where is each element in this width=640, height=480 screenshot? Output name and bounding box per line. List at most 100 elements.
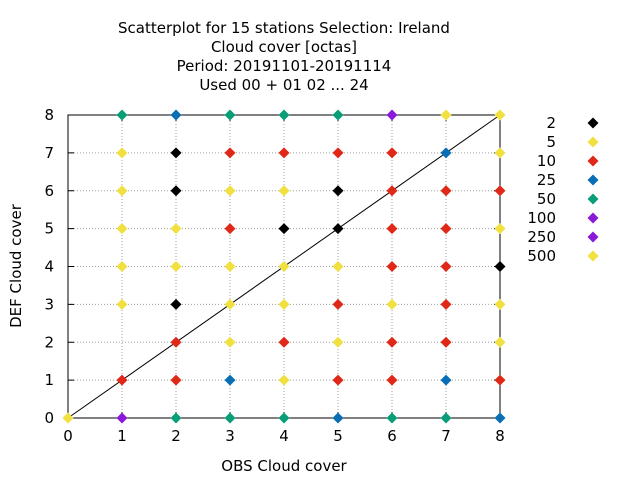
x-tick-label: 0	[63, 427, 73, 445]
data-point	[386, 223, 398, 235]
data-point	[224, 147, 236, 159]
legend-label: 25	[537, 171, 556, 189]
legend-marker	[587, 212, 599, 224]
grid	[68, 115, 500, 418]
data-point	[440, 412, 452, 424]
chart-title-line-3: Period: 20191101-20191114	[177, 57, 392, 75]
x-tick-label: 5	[333, 427, 343, 445]
data-point	[224, 336, 236, 348]
legend-label: 250	[527, 228, 556, 246]
legend-label: 100	[527, 209, 556, 227]
data-point	[278, 185, 290, 197]
y-axis-label: DEF Cloud cover	[7, 203, 25, 328]
y-tick-label: 1	[44, 371, 54, 389]
data-point	[278, 298, 290, 310]
data-point	[62, 412, 74, 424]
x-axis-label: OBS Cloud cover	[221, 457, 347, 475]
chart-title-line-2: Cloud cover [octas]	[211, 38, 357, 56]
data-point	[224, 223, 236, 235]
data-point	[332, 147, 344, 159]
y-tick-label: 5	[44, 220, 54, 238]
chart-title: Scatterplot for 15 stations Selection: I…	[118, 19, 450, 94]
data-point	[440, 109, 452, 121]
data-point	[332, 223, 344, 235]
data-point	[386, 374, 398, 386]
data-point	[494, 412, 506, 424]
data-point	[170, 298, 182, 310]
data-point	[116, 147, 128, 159]
data-point	[170, 412, 182, 424]
data-point	[386, 412, 398, 424]
data-point	[494, 147, 506, 159]
data-point	[332, 412, 344, 424]
y-tick-label: 8	[44, 106, 54, 124]
data-point	[170, 374, 182, 386]
x-axis-tick-labels: 0 1 2 3 4 5 6 7 8	[63, 427, 505, 445]
data-point	[116, 374, 128, 386]
data-point	[116, 185, 128, 197]
data-point	[116, 298, 128, 310]
legend-label: 10	[537, 152, 556, 170]
y-tick-label: 4	[44, 258, 54, 276]
data-point	[440, 261, 452, 272]
data-point	[278, 412, 290, 424]
data-point	[116, 109, 128, 121]
data-point	[224, 185, 236, 197]
data-point	[494, 336, 506, 348]
data-point	[278, 223, 290, 235]
data-point	[170, 185, 182, 197]
data-point	[494, 223, 506, 235]
y-tick-label: 6	[44, 182, 54, 200]
data-point	[440, 147, 452, 159]
data-point	[278, 109, 290, 121]
data-point	[332, 374, 344, 386]
data-point	[170, 109, 182, 121]
legend-marker	[587, 155, 599, 167]
data-point	[278, 336, 290, 348]
legend-marker	[587, 250, 599, 262]
data-point	[332, 298, 344, 310]
data-point	[116, 412, 128, 424]
x-tick-label: 7	[441, 427, 451, 445]
data-point	[386, 147, 398, 159]
data-point	[224, 109, 236, 121]
data-point	[440, 223, 452, 235]
data-point	[332, 336, 344, 348]
data-point	[170, 147, 182, 159]
x-tick-label: 8	[495, 427, 505, 445]
data-point	[170, 261, 182, 272]
data-point	[440, 298, 452, 310]
legend-label: 2	[546, 114, 556, 132]
data-point	[224, 374, 236, 386]
data-point	[494, 109, 506, 121]
data-point	[332, 185, 344, 197]
legend-label: 500	[527, 247, 556, 265]
data-point	[224, 261, 236, 272]
data-points	[62, 109, 506, 424]
chart-title-line-1: Scatterplot for 15 stations Selection: I…	[118, 19, 450, 37]
data-point	[170, 336, 182, 348]
data-point	[278, 147, 290, 159]
legend-label: 50	[537, 190, 556, 208]
data-point	[494, 298, 506, 310]
legend-label: 5	[546, 133, 556, 151]
data-point	[386, 185, 398, 197]
x-tick-label: 1	[117, 427, 127, 445]
data-point	[278, 261, 290, 272]
data-point	[116, 223, 128, 235]
legend-marker	[587, 174, 599, 186]
legend-marker	[587, 193, 599, 205]
data-point	[116, 261, 128, 272]
data-point	[386, 298, 398, 310]
legend-marker	[587, 136, 599, 148]
data-point	[440, 374, 452, 386]
data-point	[494, 261, 506, 272]
data-point	[278, 374, 290, 386]
data-point	[386, 109, 398, 121]
y-tick-label: 0	[44, 409, 54, 427]
data-point	[224, 298, 236, 310]
x-tick-label: 4	[279, 427, 289, 445]
data-point	[494, 185, 506, 197]
x-tick-label: 2	[171, 427, 181, 445]
